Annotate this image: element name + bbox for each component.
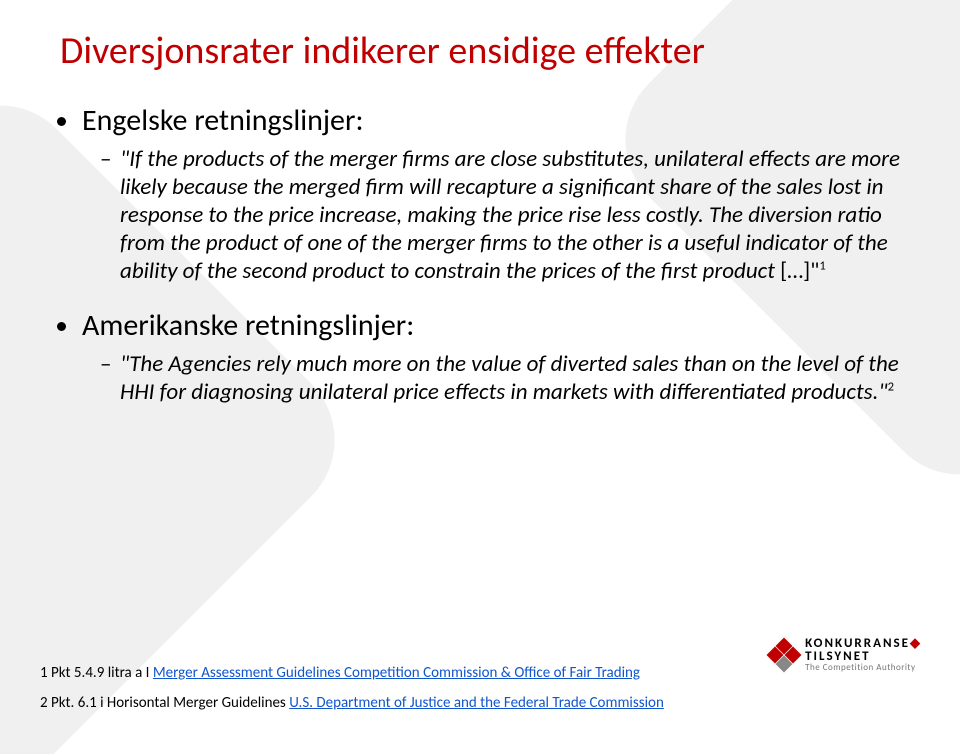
footnote-1-prefix: Pkt 5.4.9 litra a I xyxy=(51,664,153,682)
section-2-heading: Amerikanske retningslinjer: "The Agencie… xyxy=(82,307,900,406)
section-2-body: "The Agencies rely much more on the valu… xyxy=(100,350,900,406)
footnote-2-source[interactable]: U.S. Department of Justice and the Feder… xyxy=(289,694,664,712)
section-1-bracket: […]" xyxy=(780,257,819,285)
footnote-2: 2 Pkt. 6.1 i Horisontal Merger Guideline… xyxy=(40,694,664,712)
section-2-sublist: "The Agencies rely much more on the valu… xyxy=(82,350,900,406)
footnote-2-prefix: Pkt. 6.1 i Horisontal Merger Guidelines xyxy=(51,694,289,712)
footnote-1-source[interactable]: Merger Assessment Guidelines Competition… xyxy=(153,664,640,682)
section-1-heading: Engelske retningslinjer: "If the product… xyxy=(82,102,900,285)
slide-content: Diversjonsrater indikerer ensidige effek… xyxy=(0,0,960,406)
logo-line2: The Competition Authority xyxy=(805,663,922,672)
logo-line1: KONKURRANSE◆ TILSYNET xyxy=(805,637,922,663)
logo-text: KONKURRANSE◆ TILSYNET The Competition Au… xyxy=(805,637,922,672)
section-2-quote: "The Agencies rely much more on the valu… xyxy=(120,350,899,406)
logo: KONKURRANSE◆ TILSYNET The Competition Au… xyxy=(771,637,922,672)
footnote-1: 1 Pkt 5.4.9 litra a I Merger Assessment … xyxy=(40,664,664,682)
logo-mark-icon xyxy=(771,642,797,668)
logo-dot-icon: ◆ xyxy=(910,636,922,651)
section-1-body: "If the products of the merger firms are… xyxy=(100,145,900,285)
bullet-list: Engelske retningslinjer: "If the product… xyxy=(60,102,900,406)
footnotes: 1 Pkt 5.4.9 litra a I Merger Assessment … xyxy=(40,664,664,724)
section-1-sublist: "If the products of the merger firms are… xyxy=(82,145,900,285)
section-2-heading-text: Amerikanske retningslinjer: xyxy=(82,307,414,344)
footnote-2-num: 2 xyxy=(40,694,48,712)
section-2-sup: 2 xyxy=(888,380,894,395)
section-1-sup: 1 xyxy=(819,259,825,274)
section-1-heading-text: Engelske retningslinjer: xyxy=(82,102,363,139)
footnote-1-num: 1 xyxy=(40,664,48,682)
slide-title: Diversjonsrater indikerer ensidige effek… xyxy=(60,28,900,74)
